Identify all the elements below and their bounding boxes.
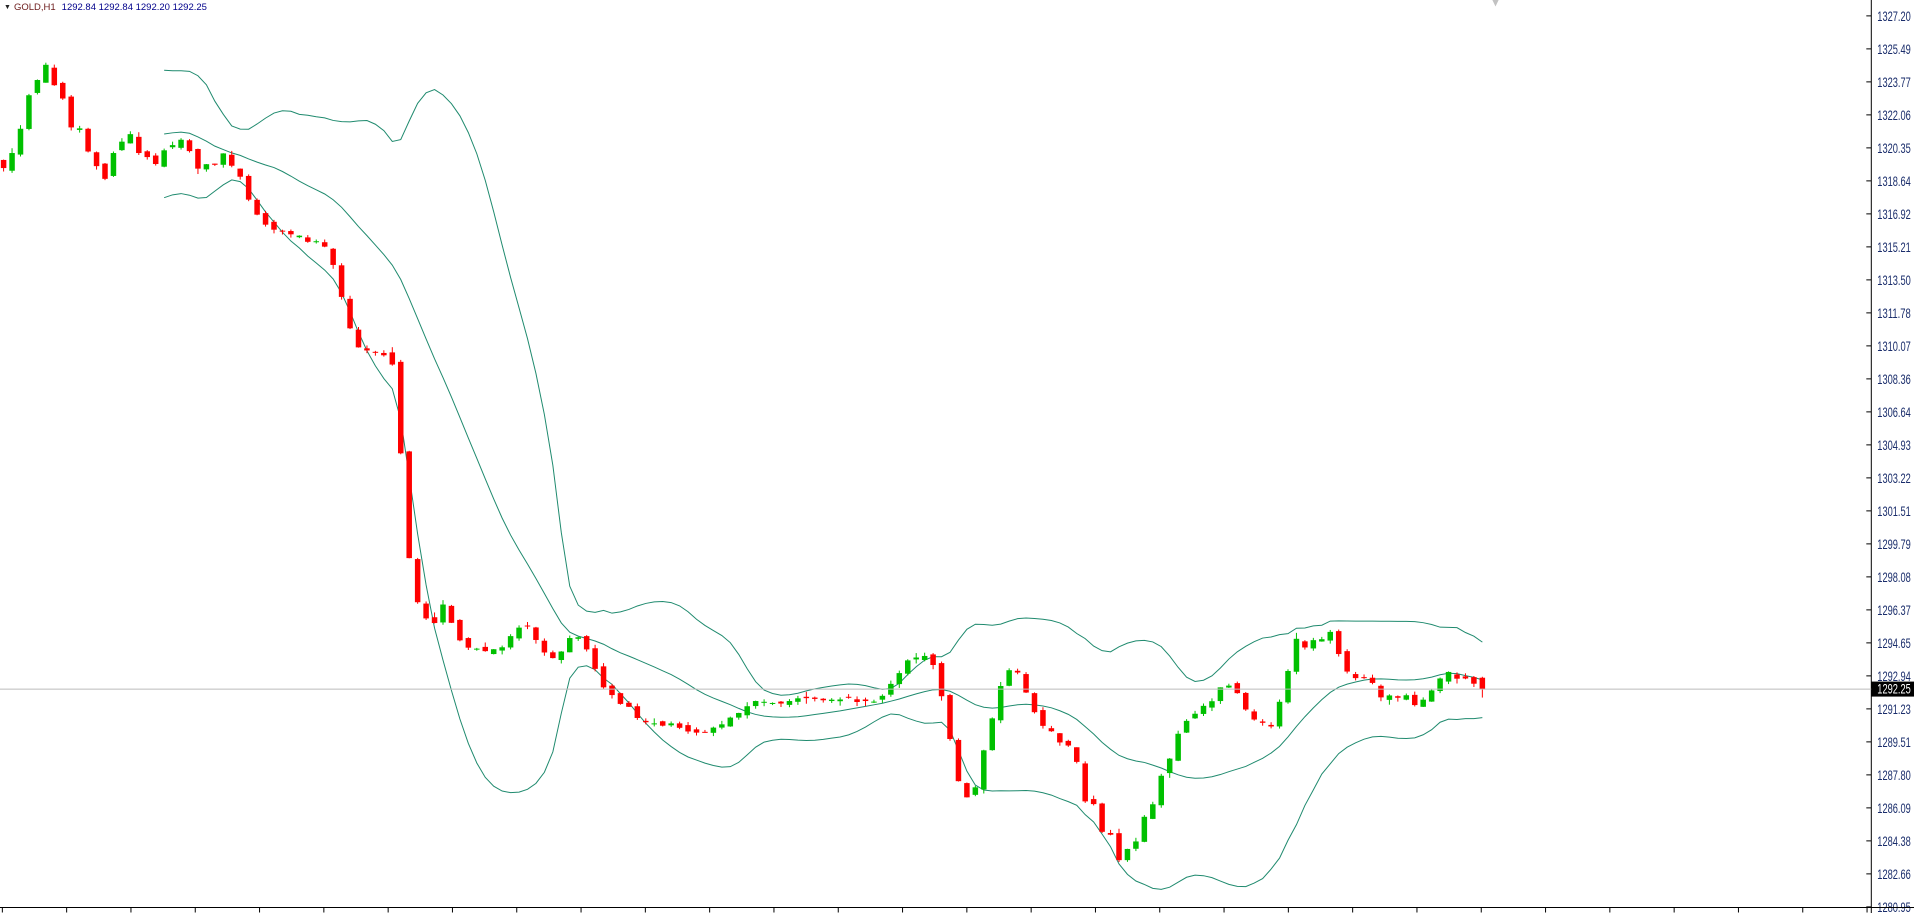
svg-text:1325.49: 1325.49 [1877,42,1911,57]
svg-text:1289.51: 1289.51 [1877,735,1911,750]
svg-text:1282.66: 1282.66 [1877,867,1911,882]
svg-text:1322.06: 1322.06 [1877,108,1911,123]
svg-text:1287.80: 1287.80 [1877,768,1911,783]
svg-text:1311.78: 1311.78 [1877,306,1911,321]
svg-text:1313.50: 1313.50 [1877,273,1911,288]
svg-text:1296.37: 1296.37 [1877,603,1911,618]
svg-text:1280.95: 1280.95 [1877,900,1911,913]
svg-text:1316.92: 1316.92 [1877,207,1911,222]
svg-text:1286.09: 1286.09 [1877,801,1911,816]
svg-text:1320.35: 1320.35 [1877,141,1911,156]
svg-text:1306.64: 1306.64 [1877,405,1911,420]
svg-text:1310.07: 1310.07 [1877,339,1911,354]
svg-text:1299.79: 1299.79 [1877,537,1911,552]
svg-text:1292.25: 1292.25 [1877,682,1911,697]
svg-text:1294.65: 1294.65 [1877,636,1911,651]
svg-text:1327.20: 1327.20 [1877,9,1911,24]
svg-text:1284.38: 1284.38 [1877,834,1911,849]
svg-text:1303.22: 1303.22 [1877,471,1911,486]
svg-text:1291.23: 1291.23 [1877,702,1911,717]
svg-text:1318.64: 1318.64 [1877,174,1911,189]
svg-text:1315.21: 1315.21 [1877,240,1911,255]
svg-text:1298.08: 1298.08 [1877,570,1911,585]
svg-text:1304.93: 1304.93 [1877,438,1911,453]
svg-text:1301.51: 1301.51 [1877,504,1911,519]
svg-text:1308.36: 1308.36 [1877,372,1911,387]
svg-text:1323.77: 1323.77 [1877,75,1911,90]
